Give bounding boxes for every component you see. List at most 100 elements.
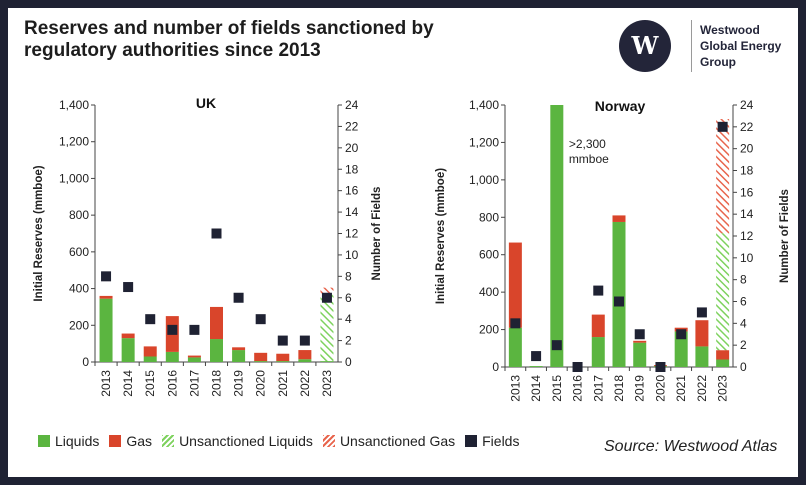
uk-ytick-label: 200 xyxy=(69,318,89,332)
uk-y2tick-label: 2 xyxy=(345,334,352,348)
norway-bar-liquids xyxy=(612,221,626,367)
norway-ytick-label: 600 xyxy=(479,248,499,262)
uk-field-marker xyxy=(321,292,332,303)
norway-field-marker xyxy=(551,340,562,351)
norway-bar-gas xyxy=(716,350,730,360)
logo-text: Westwood Global Energy Group xyxy=(700,22,781,70)
norway-bar-gas xyxy=(591,314,605,338)
uk-field-marker xyxy=(211,228,222,239)
uk-field-marker xyxy=(233,292,244,303)
westwood-logo: W xyxy=(619,20,671,72)
uk-y2tick-label: 20 xyxy=(345,141,359,155)
norway-field-marker xyxy=(593,285,604,296)
uk-ytick-label: 400 xyxy=(69,282,89,296)
norway-y2tick-label: 16 xyxy=(740,185,754,199)
uk-y2tick-label: 22 xyxy=(345,119,359,133)
norway-field-marker xyxy=(717,121,728,132)
norway-xtick-label: 2023 xyxy=(716,375,730,402)
norway-title: Norway xyxy=(595,98,646,114)
charts-svg: UK02004006008001,0001,2001,4000246810121… xyxy=(33,95,791,402)
uk-bar-gas xyxy=(210,306,223,340)
uk-title: UK xyxy=(196,95,216,111)
uk-field-marker xyxy=(189,324,200,335)
uk-y2tick-label: 0 xyxy=(345,355,352,369)
uk-field-marker xyxy=(145,314,156,325)
norway-field-marker xyxy=(676,329,687,340)
norway-xtick-label: 2021 xyxy=(674,375,688,402)
norway-bar-liquids xyxy=(695,346,709,367)
uk-ytick-label: 800 xyxy=(69,208,89,222)
uk-y2tick-label: 12 xyxy=(345,227,359,241)
uk-field-marker xyxy=(255,314,266,325)
uk-bar-gas xyxy=(143,346,157,357)
uk-y2tick-label: 16 xyxy=(345,184,359,198)
uk-ytick-label: 600 xyxy=(69,245,89,259)
norway-xtick-label: 2014 xyxy=(529,375,543,402)
norway-y2-axis-label: Number of Fields xyxy=(779,189,791,283)
legend-label: Unsanctioned Gas xyxy=(339,433,456,449)
uk-y2tick-label: 14 xyxy=(345,205,359,219)
legend-item-fields: Fields xyxy=(465,433,519,449)
uk-ytick-label: 1,400 xyxy=(59,98,89,112)
uk-bar-liquids xyxy=(276,361,290,362)
logo-letter: W xyxy=(631,31,660,60)
norway-bar-liquids xyxy=(674,331,688,367)
legend-item-unsanctioned_liquids: Unsanctioned Liquids xyxy=(162,433,313,449)
norway-field-marker xyxy=(655,362,666,372)
uk-xtick-label: 2013 xyxy=(99,370,113,397)
norway-xtick-label: 2017 xyxy=(591,375,605,402)
uk-field-marker xyxy=(123,282,134,293)
norway-field-marker xyxy=(696,307,707,318)
legend-swatch-liquids xyxy=(38,435,50,447)
norway-bar-gas xyxy=(695,320,709,347)
uk-bar-liquids xyxy=(121,338,135,362)
norway-xtick-label: 2018 xyxy=(612,375,626,402)
norway-ytick-label: 200 xyxy=(479,323,499,337)
uk-xtick-label: 2016 xyxy=(165,370,179,397)
norway-xtick-label: 2020 xyxy=(653,375,667,402)
norway-bar-liquids xyxy=(529,366,543,367)
uk-xtick-label: 2015 xyxy=(143,370,157,397)
uk-ytick-label: 0 xyxy=(82,355,89,369)
norway-xtick-label: 2019 xyxy=(633,375,647,402)
norway-y2tick-label: 18 xyxy=(740,164,754,178)
uk-field-marker xyxy=(277,335,288,346)
legend-label: Unsanctioned Liquids xyxy=(179,433,313,449)
uk-y2tick-label: 24 xyxy=(345,98,359,112)
legend-swatch-unsanctioned_gas xyxy=(322,435,335,447)
uk-bar-liquids xyxy=(320,361,334,362)
legend-label: Fields xyxy=(482,433,520,449)
uk-xtick-label: 2023 xyxy=(320,370,334,397)
uk-xtick-label: 2018 xyxy=(210,370,224,397)
norway-xtick-label: 2016 xyxy=(571,375,585,402)
uk-y2-axis-label: Number of Fields xyxy=(371,187,383,281)
norway-y-axis-label: Initial Reserves (mmboe) xyxy=(435,168,447,304)
uk-bar-liquids xyxy=(143,356,157,362)
uk-y2tick-label: 8 xyxy=(345,269,352,283)
norway-bar-gas xyxy=(508,242,522,328)
uk-xtick-label: 2020 xyxy=(254,370,268,397)
norway-y2tick-label: 8 xyxy=(740,273,747,287)
norway-bar-gas xyxy=(612,215,626,222)
uk-bar-gas xyxy=(121,333,135,339)
norway-bar-liquids xyxy=(550,105,564,367)
logo-line-3: Group xyxy=(700,55,736,69)
uk-field-marker xyxy=(101,271,112,282)
uk-bar-liquids xyxy=(210,339,223,362)
uk-y2tick-label: 18 xyxy=(345,162,359,176)
uk-bar-gas xyxy=(99,295,113,299)
uk-y-axis-label: Initial Reserves (mmboe) xyxy=(33,165,45,301)
norway-xtick-label: 2022 xyxy=(695,375,709,402)
legend: Liquids Gas Unsanctioned Liquids Unsanction… xyxy=(38,433,529,449)
norway-bar-liquids xyxy=(633,342,647,367)
page-title: Reserves and number of fields sanctioned… xyxy=(24,18,494,62)
norway-field-marker xyxy=(510,318,521,329)
norway-y2tick-label: 22 xyxy=(740,120,754,134)
chart-frame: Reserves and number of fields sanctioned… xyxy=(8,8,798,477)
uk-xtick-label: 2017 xyxy=(187,370,201,397)
norway-xtick-label: 2015 xyxy=(550,375,564,402)
uk-ytick-label: 1,200 xyxy=(59,135,89,149)
uk-field-marker xyxy=(299,335,310,346)
norway-ytick-label: 1,000 xyxy=(469,173,499,187)
uk-bar-gas xyxy=(187,355,201,358)
